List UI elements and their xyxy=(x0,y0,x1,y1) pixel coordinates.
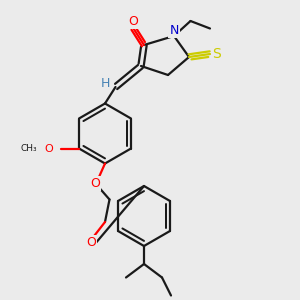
Text: O: O xyxy=(91,177,100,190)
Text: O: O xyxy=(129,15,138,28)
Text: O: O xyxy=(44,143,53,154)
Text: S: S xyxy=(212,47,221,61)
Text: CH₃: CH₃ xyxy=(21,144,38,153)
Text: N: N xyxy=(169,24,179,37)
Text: H: H xyxy=(100,77,110,90)
Text: O: O xyxy=(86,236,96,249)
